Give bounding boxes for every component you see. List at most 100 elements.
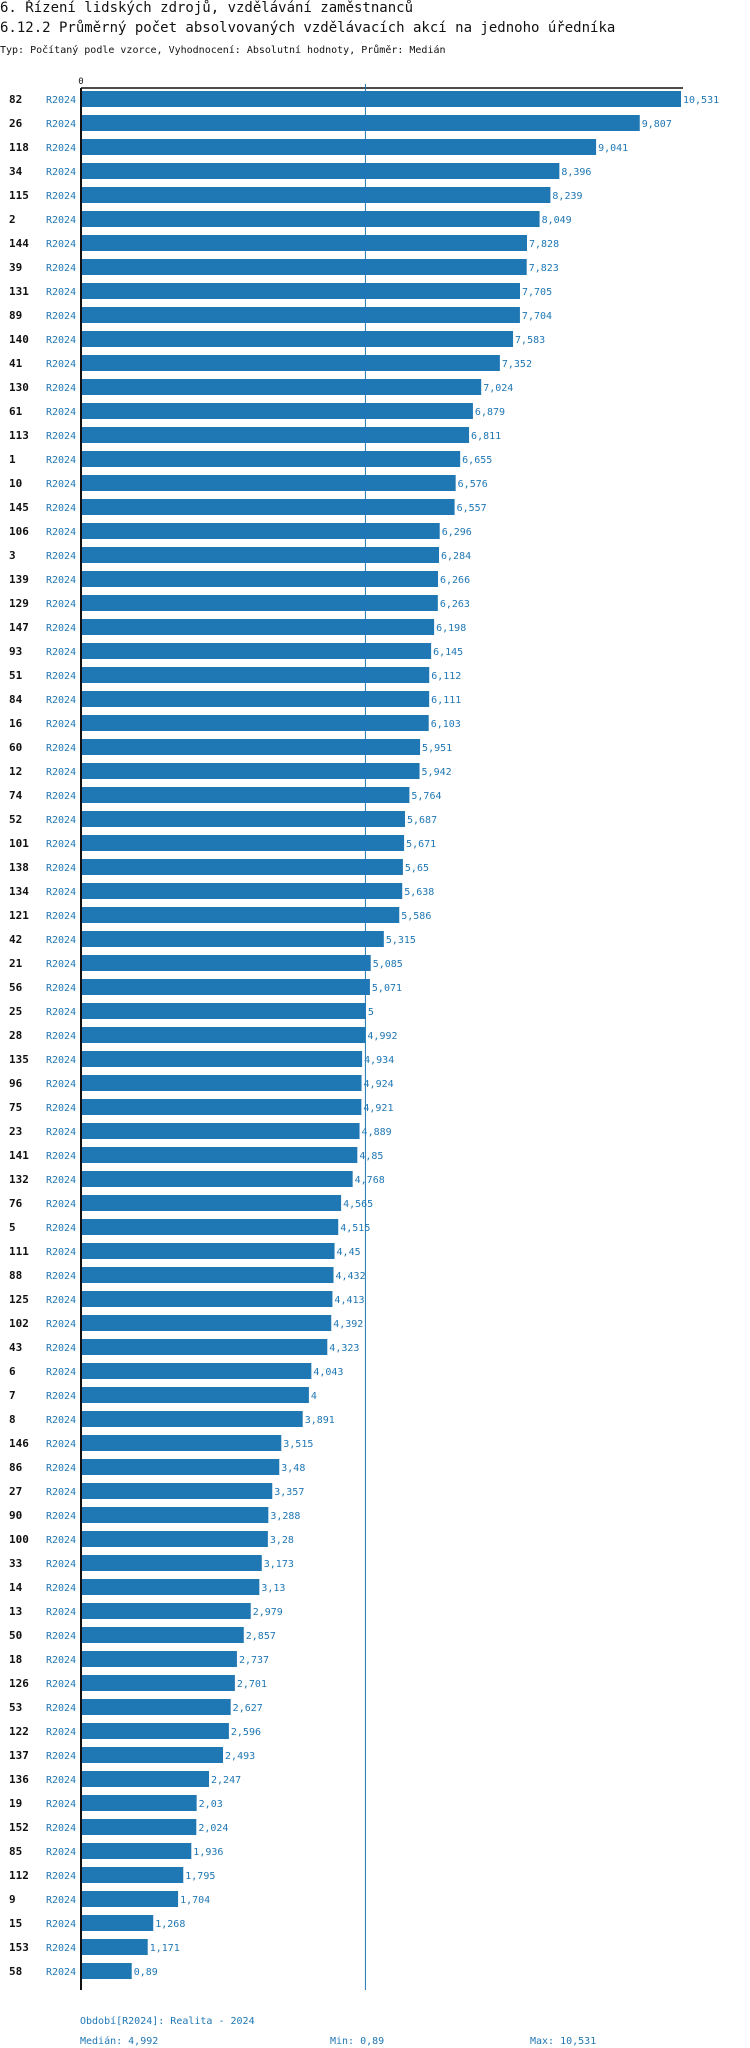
bar xyxy=(81,1027,366,1043)
value-label: 5,638 xyxy=(404,887,434,898)
series-label: R2024 xyxy=(46,479,76,490)
value-label: 3,288 xyxy=(270,1511,300,1522)
value-label: 7,583 xyxy=(515,335,545,346)
bar xyxy=(81,283,520,299)
value-label: 3,891 xyxy=(305,1415,335,1426)
category-label: 75 xyxy=(9,1101,22,1114)
category-label: 8 xyxy=(9,1413,16,1426)
value-label: 6,198 xyxy=(436,623,466,634)
category-label: 89 xyxy=(9,309,22,322)
category-label: 101 xyxy=(9,837,29,850)
bar xyxy=(81,1699,231,1715)
series-label: R2024 xyxy=(46,863,76,874)
category-label: 61 xyxy=(9,405,23,418)
series-label: R2024 xyxy=(46,1127,76,1138)
value-label: 5,65 xyxy=(405,863,429,874)
bar xyxy=(81,859,403,875)
value-label: 5,942 xyxy=(422,767,452,778)
value-label: 5,315 xyxy=(386,935,416,946)
series-label: R2024 xyxy=(46,383,76,394)
series-label: R2024 xyxy=(46,455,76,466)
series-label: R2024 xyxy=(46,1631,76,1642)
value-label: 2,857 xyxy=(246,1631,276,1642)
value-label: 9,807 xyxy=(642,119,672,130)
bar xyxy=(81,763,420,779)
series-label: R2024 xyxy=(46,1199,76,1210)
bar xyxy=(81,307,520,323)
bar xyxy=(81,163,560,179)
value-label: 2,03 xyxy=(199,1799,223,1810)
category-label: 147 xyxy=(9,621,29,634)
value-label: 1,704 xyxy=(180,1895,210,1906)
value-label: 6,879 xyxy=(475,407,505,418)
category-label: 88 xyxy=(9,1269,22,1282)
category-label: 93 xyxy=(9,645,22,658)
category-label: 136 xyxy=(9,1773,29,1786)
value-label: 3,28 xyxy=(270,1535,294,1546)
category-label: 82 xyxy=(9,93,22,106)
value-label: 4,413 xyxy=(334,1295,364,1306)
value-label: 5,586 xyxy=(401,911,431,922)
series-label: R2024 xyxy=(46,335,76,346)
category-label: 7 xyxy=(9,1389,16,1402)
category-label: 25 xyxy=(9,1005,22,1018)
series-label: R2024 xyxy=(46,575,76,586)
category-label: 26 xyxy=(9,117,23,130)
bar xyxy=(81,1171,353,1187)
series-label: R2024 xyxy=(46,551,76,562)
value-label: 2,024 xyxy=(198,1823,228,1834)
category-label: 18 xyxy=(9,1653,22,1666)
series-label: R2024 xyxy=(46,1703,76,1714)
bar xyxy=(81,475,456,491)
category-label: 90 xyxy=(9,1509,22,1522)
bar xyxy=(81,187,551,203)
bar xyxy=(81,1603,251,1619)
category-label: 112 xyxy=(9,1869,29,1882)
category-label: 144 xyxy=(9,237,29,250)
series-label: R2024 xyxy=(46,1247,76,1258)
series-label: R2024 xyxy=(46,1967,76,1978)
series-label: R2024 xyxy=(46,815,76,826)
value-label: 7,352 xyxy=(502,359,532,370)
series-label: R2024 xyxy=(46,1943,76,1954)
series-label: R2024 xyxy=(46,1679,76,1690)
category-label: 23 xyxy=(9,1125,22,1138)
series-label: R2024 xyxy=(46,119,76,130)
value-label: 8,396 xyxy=(561,167,591,178)
series-label: R2024 xyxy=(46,647,76,658)
category-label: 152 xyxy=(9,1821,29,1834)
series-label: R2024 xyxy=(46,239,76,250)
category-label: 41 xyxy=(9,357,23,370)
bar xyxy=(81,1747,224,1763)
value-label: 2,627 xyxy=(233,1703,263,1714)
bar xyxy=(81,1219,339,1235)
chart-subtitle: Typ: Počítaný podle vzorce, Vyhodnocení:… xyxy=(0,45,446,56)
series-label: R2024 xyxy=(46,1511,76,1522)
bar xyxy=(81,1051,363,1067)
bar xyxy=(81,1843,192,1859)
series-label: R2024 xyxy=(46,1535,76,1546)
series-label: R2024 xyxy=(46,983,76,994)
value-label: 4,889 xyxy=(362,1127,392,1138)
series-label: R2024 xyxy=(46,1655,76,1666)
value-label: 6,111 xyxy=(431,695,461,706)
value-label: 4,924 xyxy=(364,1079,394,1090)
value-label: 6,263 xyxy=(440,599,470,610)
bar xyxy=(81,139,597,155)
bar xyxy=(81,1075,362,1091)
bar xyxy=(81,259,527,275)
series-label: R2024 xyxy=(46,1031,76,1042)
bar xyxy=(81,1915,154,1931)
series-label: R2024 xyxy=(46,1799,76,1810)
category-label: 122 xyxy=(9,1725,29,1738)
value-label: 4 xyxy=(311,1391,317,1402)
value-label: 5,071 xyxy=(372,983,402,994)
series-label: R2024 xyxy=(46,1919,76,1930)
series-label: R2024 xyxy=(46,1439,76,1450)
value-label: 1,268 xyxy=(155,1919,185,1930)
series-label: R2024 xyxy=(46,1487,76,1498)
value-label: 3,48 xyxy=(281,1463,305,1474)
bar xyxy=(81,1363,312,1379)
bar xyxy=(81,451,461,467)
